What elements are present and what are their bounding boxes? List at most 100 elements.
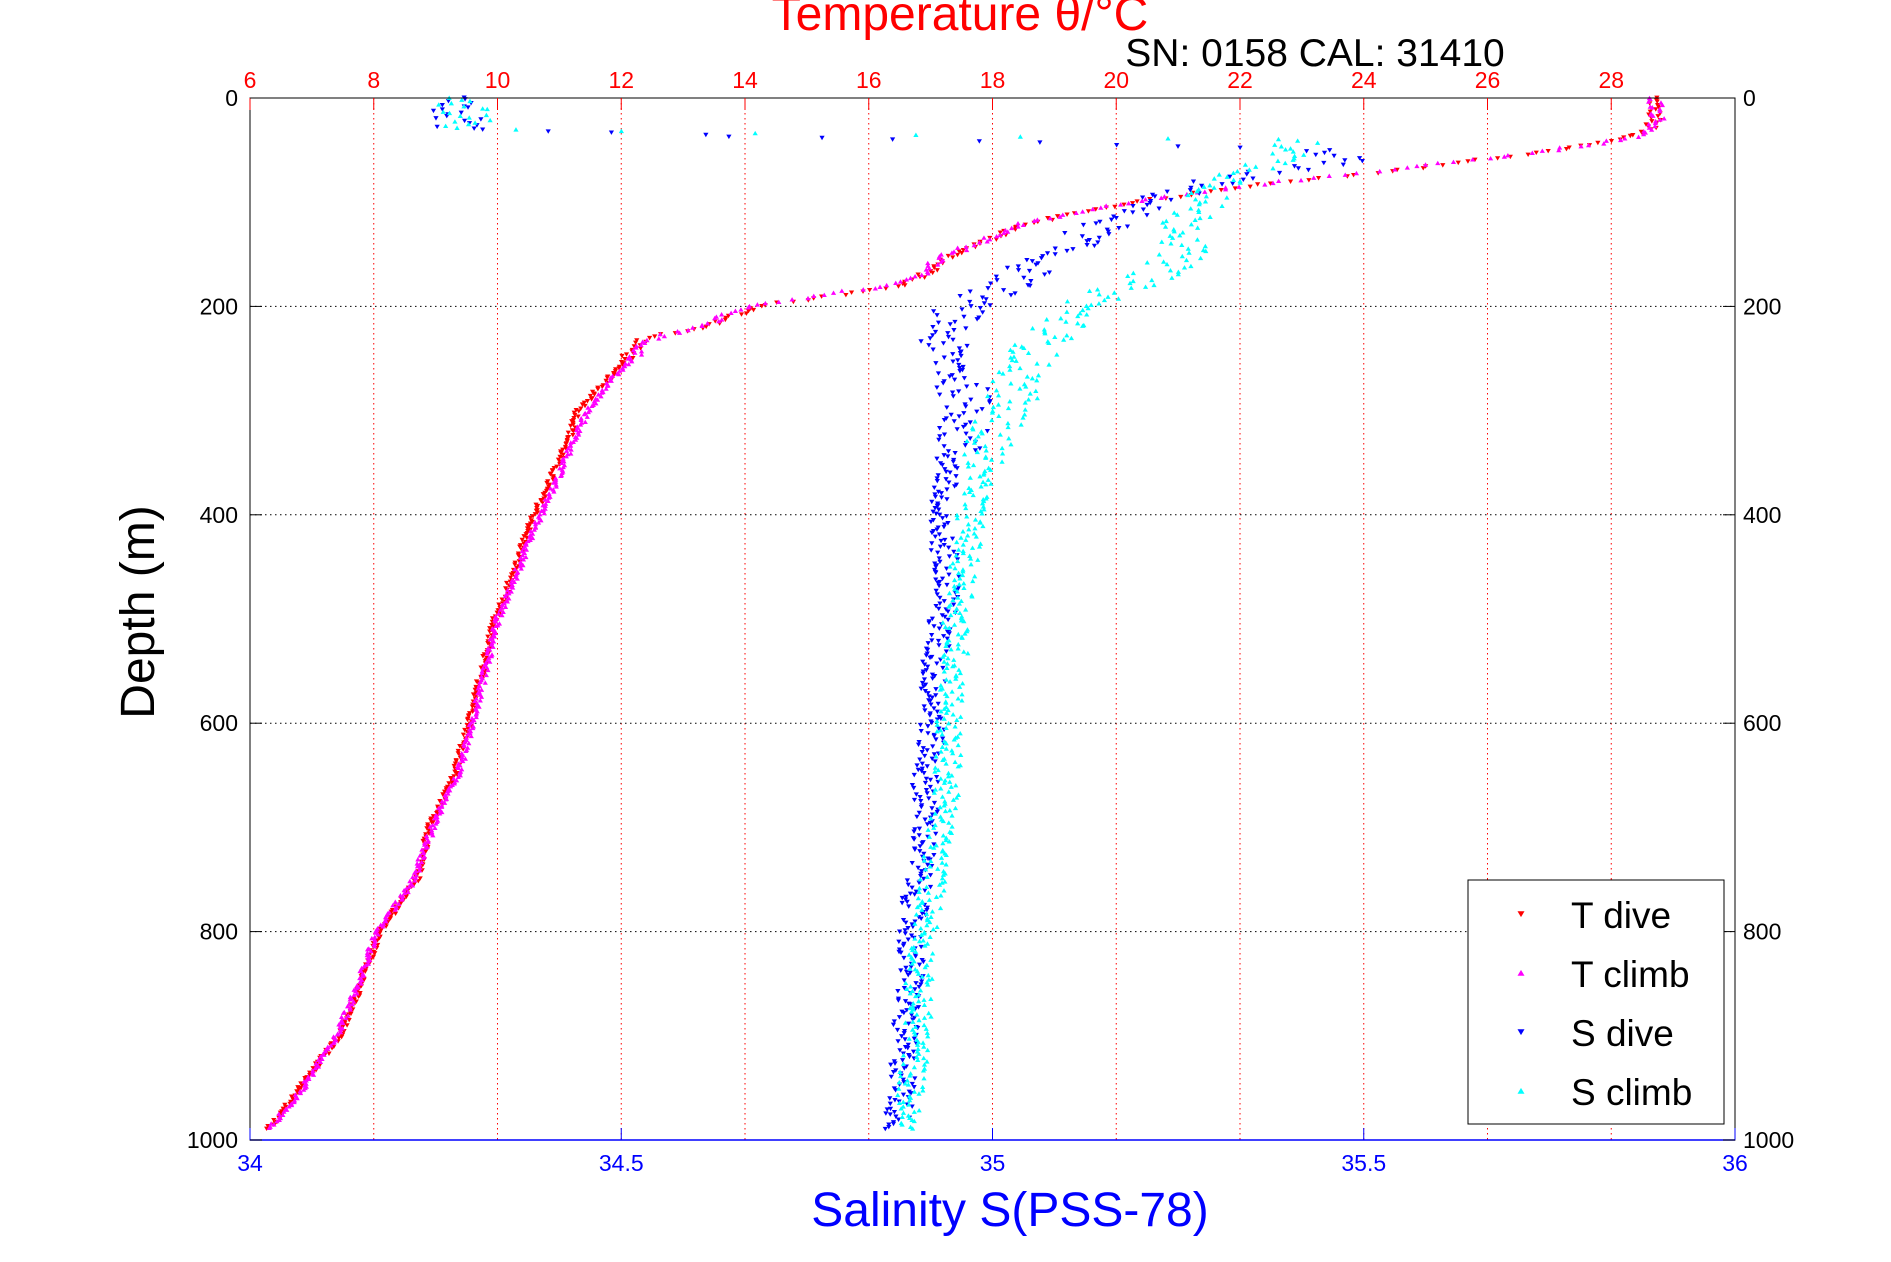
data-point <box>996 413 1002 419</box>
data-point <box>369 935 375 941</box>
data-point <box>368 948 374 954</box>
data-point <box>353 985 360 991</box>
data-point <box>999 451 1006 456</box>
data-point <box>935 262 941 267</box>
data-point <box>922 888 928 893</box>
data-point <box>1052 246 1058 251</box>
data-point <box>347 1007 353 1012</box>
data-point <box>924 791 930 796</box>
data-point <box>908 933 915 938</box>
data-point <box>924 905 931 911</box>
data-point <box>1185 246 1191 251</box>
data-point <box>993 387 1000 393</box>
data-point <box>1064 332 1070 338</box>
data-point <box>995 392 1002 398</box>
data-point <box>594 397 601 402</box>
data-point <box>421 842 428 847</box>
data-point <box>979 511 985 516</box>
data-point <box>392 911 399 917</box>
data-point <box>762 300 768 306</box>
data-point <box>934 268 940 273</box>
data-point <box>1313 152 1319 158</box>
data-point <box>1142 196 1149 202</box>
data-point <box>280 1112 286 1117</box>
data-point <box>1011 354 1017 359</box>
data-point <box>916 938 923 944</box>
data-point <box>712 315 718 321</box>
data-point <box>582 419 588 425</box>
data-point <box>958 615 964 621</box>
data-point <box>979 407 985 412</box>
data-point <box>918 869 925 874</box>
data-point <box>950 337 956 343</box>
data-point <box>938 259 944 264</box>
data-point <box>972 517 979 522</box>
data-point <box>929 695 935 700</box>
data-point <box>902 999 909 1004</box>
data-point <box>949 373 955 378</box>
data-point <box>1188 263 1194 269</box>
data-point <box>1168 241 1174 246</box>
data-point <box>964 384 970 389</box>
data-point <box>933 564 939 570</box>
data-point <box>593 400 599 406</box>
data-point <box>950 750 956 756</box>
data-point <box>969 594 975 599</box>
data-point <box>1001 230 1007 235</box>
data-point <box>985 387 991 392</box>
data-point <box>467 98 473 104</box>
data-point <box>1164 261 1170 267</box>
data-point <box>949 748 955 753</box>
data-point <box>927 884 934 890</box>
data-point <box>925 691 931 696</box>
data-point <box>935 580 941 586</box>
data-point <box>541 510 547 516</box>
data-point <box>987 236 993 242</box>
data-point <box>942 777 948 783</box>
data-point <box>439 799 445 804</box>
data-point <box>935 701 941 707</box>
data-point <box>954 606 960 611</box>
data-point <box>927 655 933 661</box>
data-point <box>920 659 926 664</box>
data-point <box>956 414 962 419</box>
data-point <box>901 955 907 961</box>
data-point <box>1034 217 1040 222</box>
data-point <box>939 576 946 582</box>
data-point <box>485 640 491 646</box>
data-point <box>955 742 961 748</box>
data-point <box>939 731 945 737</box>
data-point <box>939 744 945 749</box>
data-point <box>1186 250 1192 255</box>
data-point <box>913 981 919 986</box>
data-point <box>1080 222 1087 228</box>
data-point <box>1505 152 1511 158</box>
data-point <box>917 757 923 762</box>
data-point <box>903 980 909 986</box>
data-point <box>488 653 495 659</box>
data-point <box>959 691 965 697</box>
data-point <box>952 484 958 489</box>
data-point <box>819 135 825 141</box>
data-point <box>1022 407 1028 412</box>
data-point <box>432 815 438 821</box>
data-point <box>466 714 472 719</box>
data-point <box>913 889 919 895</box>
data-point <box>1657 117 1663 122</box>
data-point <box>969 545 976 550</box>
data-point <box>1177 232 1183 238</box>
data-point <box>1068 335 1075 341</box>
data-point <box>936 726 942 731</box>
data-point <box>941 417 947 423</box>
data-point <box>1163 218 1169 224</box>
data-point <box>951 602 957 608</box>
data-point <box>1250 176 1256 181</box>
data-point <box>448 100 454 106</box>
data-point <box>916 1017 922 1023</box>
data-point <box>470 725 476 731</box>
data-point <box>1029 375 1035 381</box>
data-point <box>893 1088 899 1093</box>
data-point <box>907 990 913 996</box>
data-point <box>1140 207 1146 212</box>
data-point <box>1563 146 1570 152</box>
